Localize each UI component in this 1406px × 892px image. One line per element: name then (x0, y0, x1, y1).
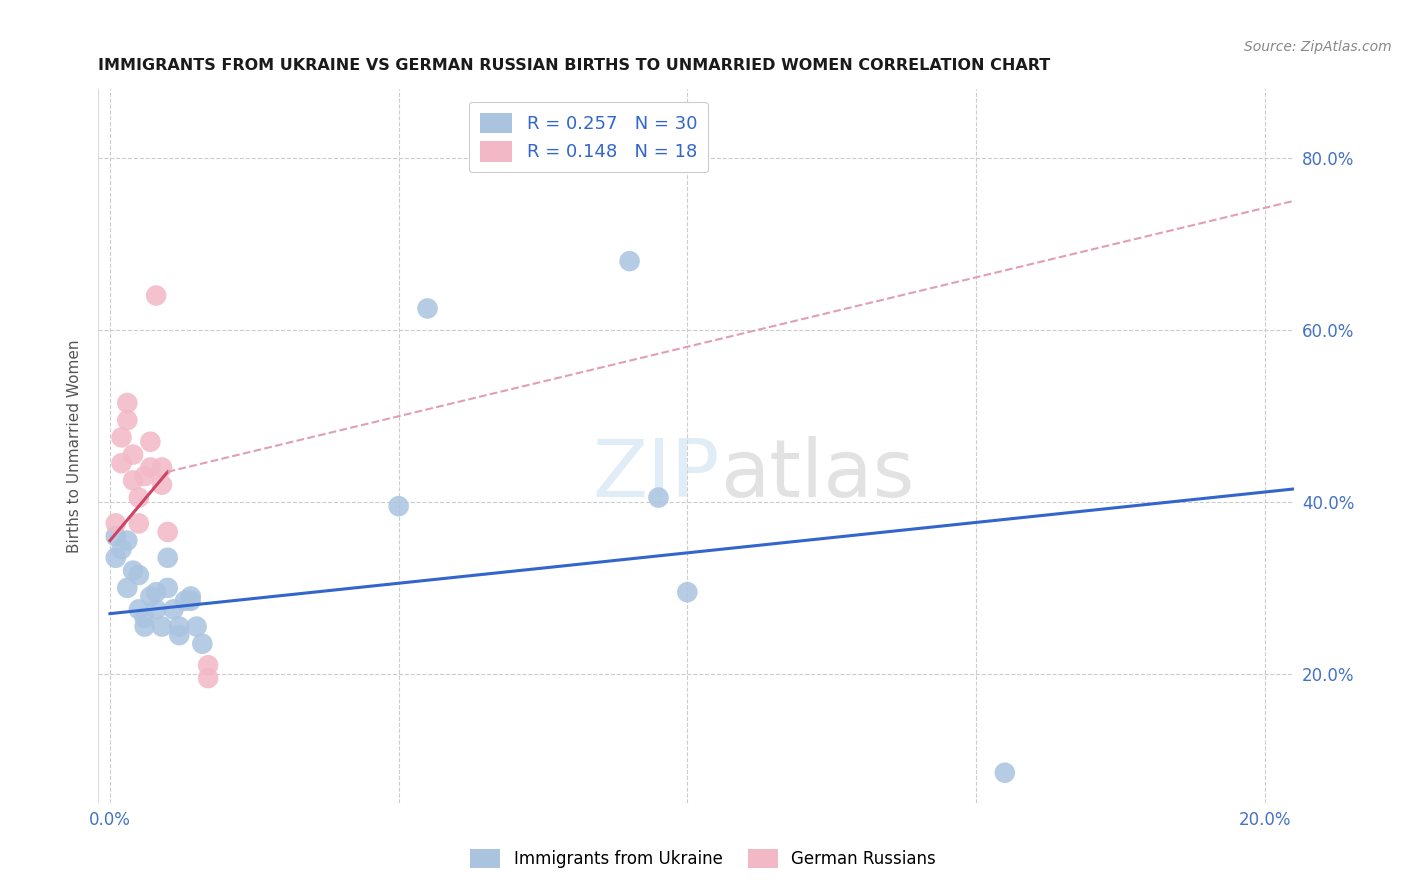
Point (676, 585, 699, 599)
Point (150, 477, 173, 491)
Point (167, 619, 190, 633)
Legend: Immigrants from Ukraine, German Russians: Immigrants from Ukraine, German Russians (464, 843, 942, 875)
Point (134, 611, 156, 625)
Point (145, 602, 167, 616)
Text: atlas: atlas (720, 435, 914, 514)
Point (128, 491, 150, 505)
Point (117, 396, 139, 410)
Point (156, 581, 179, 595)
Point (134, 469, 156, 483)
Point (122, 448, 145, 462)
Point (110, 430, 132, 444)
Point (117, 581, 139, 595)
Point (145, 585, 167, 599)
Point (150, 619, 173, 633)
Point (139, 460, 162, 475)
Point (122, 564, 145, 578)
Point (647, 491, 669, 505)
Point (180, 590, 202, 604)
Point (156, 550, 179, 565)
Point (139, 590, 162, 604)
Point (145, 288, 167, 302)
Point (162, 602, 184, 616)
Point (150, 460, 173, 475)
Point (619, 254, 641, 268)
Point (134, 619, 156, 633)
Point (191, 637, 214, 651)
Point (186, 619, 208, 633)
Point (128, 602, 150, 616)
Y-axis label: Births to Unmarried Women: Births to Unmarried Women (66, 339, 82, 553)
Point (156, 524, 179, 539)
Text: Source: ZipAtlas.com: Source: ZipAtlas.com (1244, 40, 1392, 54)
Text: IMMIGRANTS FROM UKRAINE VS GERMAN RUSSIAN BIRTHS TO UNMARRIED WOMEN CORRELATION : IMMIGRANTS FROM UKRAINE VS GERMAN RUSSIA… (98, 58, 1050, 73)
Point (388, 499, 411, 513)
Point (104, 550, 127, 565)
Point (197, 671, 219, 685)
Point (416, 301, 439, 316)
Point (174, 593, 197, 607)
Point (139, 434, 162, 449)
Point (128, 516, 150, 531)
Point (117, 413, 139, 427)
Point (122, 474, 145, 488)
Text: ZIP: ZIP (592, 435, 720, 514)
Point (104, 529, 127, 543)
Point (128, 568, 150, 582)
Point (104, 516, 127, 531)
Point (110, 542, 132, 557)
Point (180, 593, 202, 607)
Point (117, 533, 139, 548)
Point (994, 765, 1017, 780)
Legend: R = 0.257   N = 30, R = 0.148   N = 18: R = 0.257 N = 30, R = 0.148 N = 18 (468, 102, 709, 172)
Point (110, 456, 132, 470)
Point (197, 658, 219, 673)
Point (167, 628, 190, 642)
